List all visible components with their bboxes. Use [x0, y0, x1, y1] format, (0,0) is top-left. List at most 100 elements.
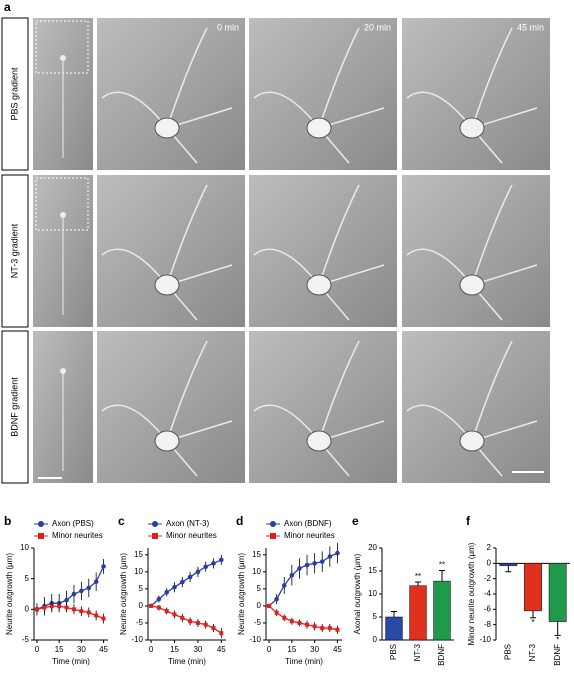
- x-axis-label: Time (min): [168, 657, 206, 666]
- soma: [60, 212, 66, 218]
- marker: [312, 561, 317, 566]
- x-tick-label: 0: [35, 645, 40, 654]
- x-tick-label: 15: [170, 645, 179, 654]
- y-tick-label: -5: [22, 635, 30, 644]
- y-tick-label: 20: [368, 543, 377, 552]
- y-tick-label: 0: [139, 601, 144, 610]
- marker: [219, 557, 224, 563]
- marker: [305, 622, 310, 627]
- marker: [327, 626, 332, 631]
- y-tick-label: 10: [134, 567, 143, 576]
- soma: [459, 430, 485, 452]
- x-tick-label: PBS: [389, 644, 398, 660]
- y-tick-label: 10: [20, 543, 29, 552]
- y-tick-label: -10: [131, 635, 143, 644]
- y-tick-label: 10: [368, 589, 377, 598]
- neurite: [253, 27, 385, 164]
- x-tick-label: NT-3: [528, 643, 537, 661]
- x-tick-label: 15: [287, 645, 296, 654]
- panel-label: f: [466, 514, 471, 528]
- legend-label: Minor neurites: [52, 531, 103, 540]
- marker: [71, 591, 77, 597]
- y-tick-label: 0: [487, 558, 492, 567]
- x-tick-label: 0: [149, 645, 154, 654]
- marker: [64, 605, 69, 610]
- x-axis-label: Time (min): [52, 657, 90, 666]
- x-tick-label: 30: [193, 645, 202, 654]
- soma: [459, 117, 485, 139]
- marker: [289, 619, 294, 624]
- inset-box: [35, 177, 89, 231]
- marker: [274, 610, 279, 615]
- soma: [154, 430, 180, 452]
- panel-label: b: [4, 514, 11, 528]
- y-tick-label: 0: [373, 635, 378, 644]
- y-tick-label: 5: [25, 574, 30, 583]
- legend-label: Minor neurites: [166, 531, 217, 540]
- y-tick-label: 2: [487, 543, 492, 552]
- significance: *: [556, 636, 559, 645]
- marker: [282, 615, 287, 620]
- y-tick-label: -10: [249, 635, 261, 644]
- soma: [306, 117, 332, 139]
- bar: [409, 585, 427, 641]
- marker: [172, 584, 177, 590]
- x-tick-label: 30: [77, 645, 86, 654]
- neurite: [253, 340, 385, 477]
- marker: [64, 597, 69, 603]
- marker: [57, 604, 62, 609]
- panel-label: d: [236, 514, 243, 528]
- marker: [195, 569, 201, 575]
- row-label: BDNF gradient: [9, 377, 19, 437]
- significance: **: [415, 572, 421, 581]
- marker: [156, 596, 162, 602]
- y-tick-label: -5: [254, 618, 262, 627]
- marker: [319, 559, 325, 564]
- series-line: [150, 605, 222, 634]
- x-tick-label: NT-3: [413, 643, 422, 661]
- y-tick-label: -4: [484, 589, 492, 598]
- panel-label: e: [352, 514, 359, 528]
- series-line: [150, 559, 222, 607]
- x-tick-label: 0: [267, 645, 272, 654]
- legend-label: Axon (PBS): [52, 519, 94, 528]
- x-tick-label: 30: [310, 645, 319, 654]
- y-axis-label: Axonal outgrowth (μm): [353, 553, 362, 634]
- bar: [433, 580, 451, 641]
- marker: [86, 585, 92, 591]
- bar: [385, 616, 403, 641]
- row-label-box: [1, 174, 29, 328]
- marker: [71, 607, 76, 612]
- soma: [306, 274, 332, 296]
- legend-label: Minor neurites: [284, 531, 335, 540]
- neurite: [253, 184, 385, 321]
- soma: [60, 55, 66, 61]
- micrograph: [97, 18, 245, 170]
- x-tick-label: BDNF: [437, 644, 446, 666]
- significance: **: [439, 561, 445, 570]
- soma: [306, 430, 332, 452]
- micrograph: [249, 331, 397, 483]
- marker: [164, 589, 170, 595]
- marker: [327, 554, 333, 559]
- neurite: [406, 27, 538, 164]
- series-line: [268, 605, 338, 631]
- marker: [211, 561, 216, 566]
- inset-box: [35, 20, 89, 74]
- legend-marker: [152, 533, 158, 539]
- marker: [34, 607, 39, 612]
- marker: [187, 574, 193, 580]
- marker: [297, 566, 302, 571]
- marker: [304, 562, 310, 568]
- legend-marker: [270, 521, 276, 527]
- y-tick-label: 10: [252, 567, 261, 576]
- marker: [320, 626, 325, 631]
- time-label: 0 min: [217, 22, 239, 32]
- y-axis-label: Neurite outgrowth (μm): [5, 553, 14, 635]
- marker: [101, 564, 106, 569]
- marker: [267, 603, 272, 608]
- marker: [219, 631, 224, 636]
- marker: [94, 613, 99, 618]
- bar: [524, 563, 542, 612]
- soma: [60, 368, 66, 374]
